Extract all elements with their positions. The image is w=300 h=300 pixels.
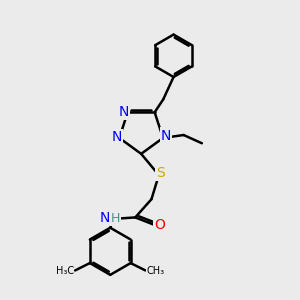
Text: N: N (100, 211, 110, 225)
Text: N: N (161, 129, 171, 142)
Text: CH₃: CH₃ (147, 266, 165, 276)
Text: O: O (154, 218, 165, 232)
Text: S: S (156, 166, 165, 180)
Text: N: N (119, 105, 129, 119)
Text: N: N (111, 130, 122, 144)
Text: H₃C: H₃C (56, 266, 74, 276)
Text: H: H (111, 212, 120, 225)
